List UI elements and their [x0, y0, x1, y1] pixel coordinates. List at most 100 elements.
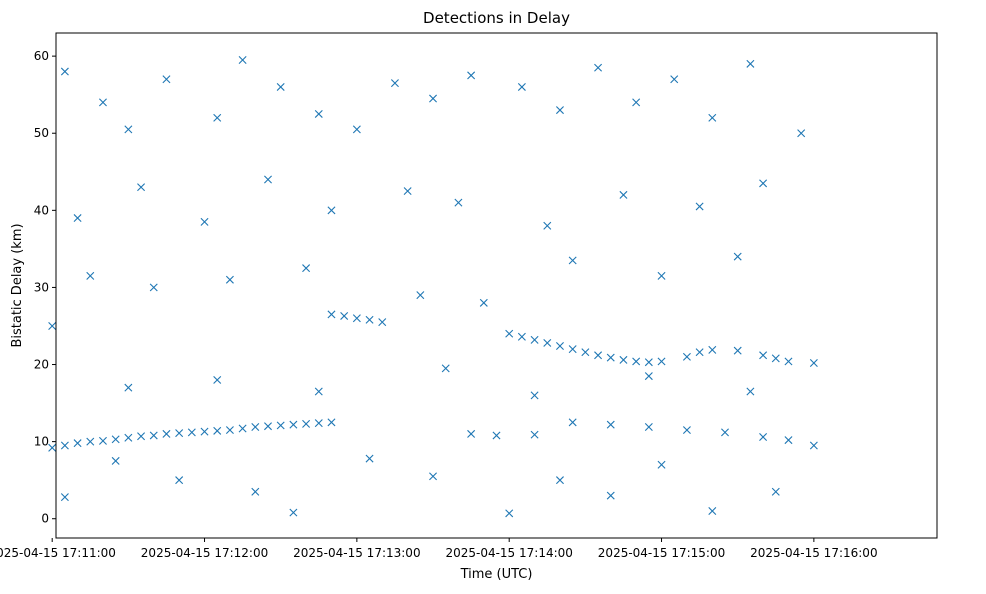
data-point — [809, 358, 818, 367]
data-point — [568, 418, 577, 427]
y-tick-label: 30 — [34, 280, 49, 294]
data-point — [708, 345, 717, 354]
data-point — [73, 214, 82, 223]
data-point — [365, 315, 374, 324]
data-point — [390, 79, 399, 88]
data-point — [251, 487, 260, 496]
data-point — [149, 283, 158, 292]
data-point — [543, 338, 552, 347]
data-point — [60, 441, 69, 450]
data-point — [73, 439, 82, 448]
data-point — [175, 429, 184, 438]
data-point — [327, 206, 336, 215]
data-point — [98, 98, 107, 107]
chart-title: Detections in Delay — [423, 9, 570, 27]
data-point — [619, 355, 628, 364]
data-point — [124, 433, 133, 442]
data-point — [302, 264, 311, 273]
data-point — [378, 318, 387, 327]
data-point — [441, 364, 450, 373]
data-point — [505, 329, 514, 338]
data-point — [657, 271, 666, 280]
x-tick-label: 2025-04-15 17:16:00 — [750, 546, 877, 560]
data-point — [632, 98, 641, 107]
data-point — [86, 271, 95, 280]
data-point — [162, 75, 171, 84]
data-point — [733, 346, 742, 355]
data-point — [657, 357, 666, 366]
data-point — [543, 221, 552, 230]
data-point — [314, 109, 323, 118]
y-tick-label: 50 — [34, 126, 49, 140]
data-point — [352, 314, 361, 323]
data-point — [505, 509, 514, 518]
data-point — [581, 348, 590, 357]
data-point — [797, 129, 806, 138]
data-point — [264, 422, 272, 431]
x-tick-label: 2025-04-15 17:13:00 — [293, 546, 420, 560]
data-point — [517, 82, 526, 91]
data-point — [644, 422, 653, 431]
data-point — [682, 352, 691, 361]
data-point — [771, 487, 780, 496]
y-tick-label: 0 — [41, 512, 49, 526]
data-point — [467, 71, 476, 80]
data-point — [721, 428, 729, 437]
y-tick-label: 60 — [34, 49, 49, 63]
data-point — [632, 357, 641, 366]
data-point — [137, 183, 146, 192]
data-point — [314, 387, 323, 396]
data-point — [555, 476, 564, 485]
data-point — [606, 491, 615, 500]
data-point — [251, 422, 260, 431]
x-tick-label: 2025-04-15 17:12:00 — [141, 546, 268, 560]
data-points — [48, 55, 818, 518]
data-point — [86, 437, 95, 446]
data-point — [454, 198, 463, 207]
data-point — [746, 59, 755, 68]
data-point — [225, 426, 234, 435]
data-point — [302, 419, 311, 428]
data-point — [746, 387, 755, 396]
data-point — [708, 113, 717, 122]
data-point — [403, 187, 412, 196]
data-point — [276, 82, 285, 91]
data-point — [365, 454, 374, 463]
data-point — [60, 493, 69, 502]
data-point — [644, 358, 653, 367]
data-point — [809, 441, 818, 450]
data-point — [162, 429, 171, 438]
y-tick-label: 10 — [34, 435, 49, 449]
data-point — [327, 310, 336, 319]
data-point — [530, 430, 539, 439]
data-point — [238, 55, 247, 64]
y-tick-label: 20 — [34, 358, 49, 372]
data-point — [289, 420, 298, 429]
data-point — [314, 419, 323, 428]
data-point — [238, 424, 247, 433]
data-point — [200, 427, 209, 436]
data-point — [149, 431, 158, 440]
x-axis-ticks: 2025-04-15 17:11:00 2025-04-15 17:12:00 20… — [0, 538, 878, 560]
data-point — [264, 175, 272, 184]
data-point — [530, 335, 539, 344]
data-point — [568, 256, 577, 265]
data-point — [200, 217, 209, 226]
x-axis-label: Time (UTC) — [460, 567, 533, 582]
y-axis-ticks: 0 10 20 30 40 50 60 — [34, 49, 56, 526]
data-point — [111, 456, 120, 465]
data-point — [60, 67, 69, 76]
x-tick-label: 2025-04-15 17:15:00 — [598, 546, 725, 560]
data-point — [657, 460, 666, 469]
data-point — [708, 507, 717, 516]
data-point — [594, 351, 603, 360]
data-point — [340, 311, 349, 320]
data-point — [530, 391, 539, 400]
data-point — [467, 429, 476, 438]
data-point — [327, 418, 336, 427]
data-point — [124, 383, 133, 392]
x-tick-label: 2025-04-15 17:14:00 — [445, 546, 572, 560]
data-point — [213, 375, 222, 384]
x-tick-label: 2025-04-15 17:11:00 — [0, 546, 116, 560]
